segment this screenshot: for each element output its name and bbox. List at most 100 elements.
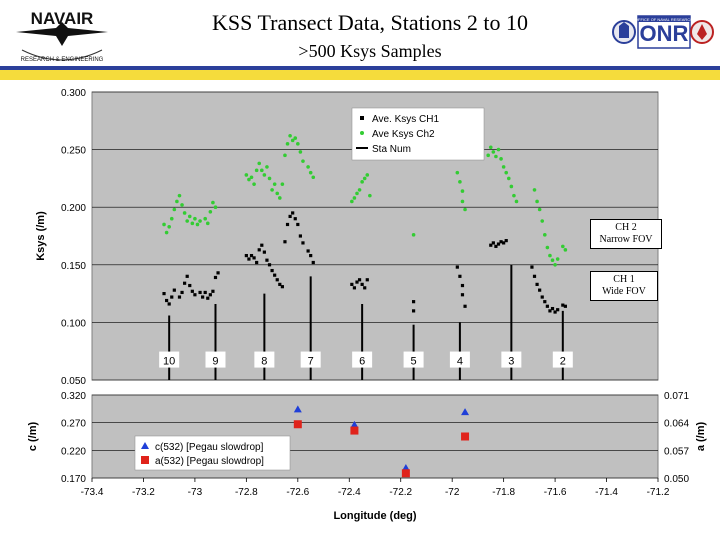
ch2-point xyxy=(272,182,277,186)
ch2-point xyxy=(162,222,166,227)
ch2-point xyxy=(553,263,557,267)
ch2-point xyxy=(180,203,184,207)
page-subtitle: >500 Ksys Samples xyxy=(298,41,442,61)
ch1-point xyxy=(363,286,367,290)
ch2-point xyxy=(488,145,493,150)
ch2-point xyxy=(275,191,280,196)
callout-ch1-line2: Wide FOV xyxy=(602,286,646,297)
c532-point xyxy=(461,408,470,416)
bottom-x-tick-label: -73 xyxy=(188,487,203,498)
header-band-yellow xyxy=(0,70,720,80)
ch2-point xyxy=(555,257,560,261)
ch1-point xyxy=(355,280,359,284)
ch2-point xyxy=(368,193,372,198)
ch1-point xyxy=(208,293,212,297)
ch1-point xyxy=(360,282,364,286)
ch1-point xyxy=(301,241,305,245)
navair-logo-text: NAVAIR xyxy=(31,9,94,28)
ch1-point xyxy=(556,308,560,312)
station-label: 2 xyxy=(560,356,566,368)
ch1-point xyxy=(293,217,297,221)
ch1-point xyxy=(203,290,207,295)
ch1-point xyxy=(350,282,354,286)
top-y-axis-label: Ksys (/m) xyxy=(35,211,47,261)
ch2-point xyxy=(540,219,545,223)
legend-marker-ch2 xyxy=(360,131,364,135)
top-y-tick-label: 0.100 xyxy=(61,318,86,329)
ch2-point xyxy=(247,177,251,182)
ch1-point xyxy=(167,302,171,306)
c532-point xyxy=(350,420,359,428)
top-legend xyxy=(351,107,485,161)
ch2-point xyxy=(509,184,514,189)
ch2-point xyxy=(249,175,254,180)
bottom-x-tick-label: -72 xyxy=(445,487,460,498)
ch1-point xyxy=(275,278,279,282)
wings-icon xyxy=(16,22,108,46)
ch1-point xyxy=(563,304,567,308)
ch1-point xyxy=(244,253,248,258)
ch2-point xyxy=(195,222,200,227)
ch1-point xyxy=(548,309,552,313)
ch2-point xyxy=(460,189,465,193)
a532-point xyxy=(401,469,410,478)
ch1-point xyxy=(288,214,292,219)
ch1-point xyxy=(291,211,295,215)
ch1-point xyxy=(185,274,189,278)
ch2-point xyxy=(561,244,565,249)
callout-ch2: CH 2 Narrow FOV xyxy=(590,219,662,249)
ch2-point xyxy=(491,150,496,154)
onr-logo-text: ONR xyxy=(640,21,689,46)
ch2-point xyxy=(512,193,516,198)
station-label-box xyxy=(300,351,321,368)
ch2-point xyxy=(172,207,177,212)
bottom-x-tick-label: -71.4 xyxy=(595,487,618,498)
station-label: 7 xyxy=(308,356,314,368)
ch1-point xyxy=(177,295,182,299)
ch1-point xyxy=(306,249,310,253)
ch2-point xyxy=(285,142,290,146)
station-label: 5 xyxy=(411,356,417,368)
ch2-point xyxy=(254,168,259,173)
ch2-point xyxy=(262,173,267,177)
bottom-x-tick-label: -72.6 xyxy=(286,487,309,498)
top-y-tick-label: 0.250 xyxy=(61,146,86,157)
ch2-point xyxy=(190,221,195,226)
bottom-x-tick-label: -71.8 xyxy=(492,487,515,498)
a532-point xyxy=(461,432,470,441)
station-label: 4 xyxy=(457,356,463,368)
ch2-point xyxy=(288,133,292,138)
ch2-point xyxy=(293,136,298,140)
ch2-point xyxy=(496,147,501,152)
ch1-point xyxy=(532,274,537,278)
ch2-point xyxy=(301,159,305,163)
navair-logo-subtext: RESEARCH & ENGINEERING xyxy=(21,57,104,63)
ch2-point xyxy=(514,199,519,204)
station-label-box xyxy=(449,351,470,368)
ch1-point xyxy=(247,257,251,261)
station-label-box xyxy=(501,351,522,368)
ch1-point xyxy=(206,296,210,300)
ch1-point xyxy=(216,271,220,275)
ch1-point xyxy=(491,241,495,245)
ch1-point xyxy=(296,222,300,227)
ch1-point xyxy=(489,243,493,247)
ch1-point xyxy=(543,300,547,304)
ch1-point xyxy=(193,293,197,297)
ch1-point xyxy=(538,288,542,292)
bottom-x-tick-label: -73.4 xyxy=(81,487,104,498)
ch2-point xyxy=(350,199,354,204)
ch1-point xyxy=(211,289,215,293)
ch1-point xyxy=(365,278,369,282)
ch1-point xyxy=(262,250,266,254)
ch2-point xyxy=(280,182,285,186)
top-y-tick-label: 0.200 xyxy=(61,203,86,214)
ch1-point xyxy=(190,289,194,293)
legend-marker-ch1 xyxy=(360,116,364,120)
ch1-point xyxy=(278,282,282,286)
ch1-point xyxy=(201,295,205,299)
ch2-point xyxy=(265,165,269,169)
callout-ch1: CH 1 Wide FOV xyxy=(590,271,658,301)
ch2-point xyxy=(208,210,213,214)
ch2-point xyxy=(455,170,460,175)
